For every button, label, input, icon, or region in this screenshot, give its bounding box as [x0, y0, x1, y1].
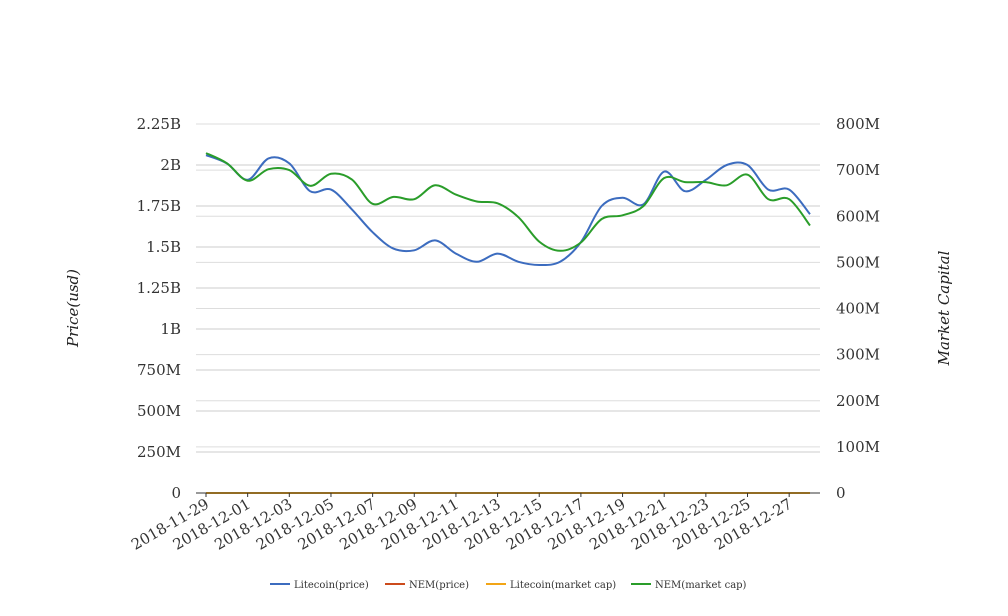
legend-item-nem-market-cap: NEM(market cap): [631, 580, 747, 591]
y-left-tick-label: 0: [171, 484, 181, 502]
y-left-tick-label: 250M: [137, 443, 181, 461]
y-right-tick-label: 200M: [836, 392, 880, 410]
y-right-tick-label: 0: [836, 484, 846, 502]
legend-item-nem-price: NEM(price): [385, 580, 469, 591]
y-right-tick-label: 800M: [836, 115, 880, 133]
legend: Litecoin(price) NEM(price) Litecoin(market…: [270, 580, 747, 591]
legend-label: NEM(market cap): [655, 580, 747, 591]
axes: 0 250M 500M 750M 1B 1.25B 1.5B 1.75B 2B 2.25B 0 100…: [128, 115, 880, 554]
y-right-tick-label: 700M: [836, 161, 880, 179]
legend-item-litecoin-price: Litecoin(price): [270, 580, 369, 591]
y-left-tick-label: 1B: [160, 320, 181, 338]
legend-item-litecoin-market-cap: Litecoin(market cap): [486, 580, 616, 591]
y-right-tick-label: 600M: [836, 207, 880, 225]
series-line-nem-market-cap: [205, 152, 811, 252]
y-left-tick-label: 1.75B: [137, 197, 181, 215]
y-right-tick-label: 400M: [836, 300, 880, 318]
legend-label: NEM(price): [409, 580, 469, 591]
y-left-tick-label: 750M: [137, 361, 181, 379]
series-line-litecoin-price: [205, 154, 811, 267]
y-left-tick-label: 1.25B: [137, 279, 181, 297]
y-left-tick-label: 500M: [137, 402, 181, 420]
y-right-tick-label: 100M: [836, 438, 880, 456]
y-left-tick-label: 2.25B: [137, 115, 181, 133]
y-axis-left-title: Price(usd): [64, 269, 82, 348]
legend-label: Litecoin(market cap): [510, 580, 616, 591]
series-lines: [205, 152, 811, 495]
y-left-tick-label: 2B: [160, 156, 181, 174]
y-right-tick-label: 500M: [836, 253, 880, 271]
gridlines: [196, 123, 820, 453]
y-left-tick-label: 1.5B: [146, 238, 181, 256]
y-axis-right-title: Market Capital: [935, 250, 953, 366]
y-right-tick-label: 300M: [836, 346, 880, 364]
legend-label: Litecoin(price): [294, 580, 369, 591]
